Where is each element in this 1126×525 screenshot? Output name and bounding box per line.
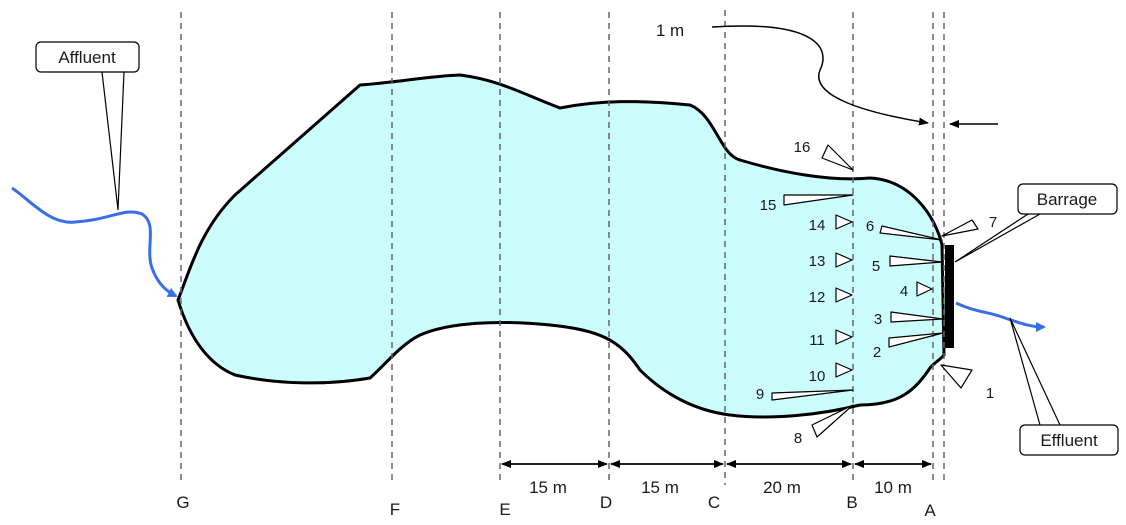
probe-number-14: 14 xyxy=(809,217,826,234)
probe-marker-14 xyxy=(835,214,853,230)
barrage-wall xyxy=(945,245,954,348)
probe-number-13: 13 xyxy=(809,253,826,270)
probe-marker-2 xyxy=(888,332,944,348)
affluent-label: Affluent xyxy=(58,48,116,67)
probe-marker-6 xyxy=(879,225,943,241)
dimension-label-3: 20 m xyxy=(763,478,801,497)
probe-number-1: 1 xyxy=(986,385,994,402)
effluent-label: Effluent xyxy=(1040,431,1098,450)
section-label-g: G xyxy=(176,493,189,512)
barrage-callout: Barrage xyxy=(954,183,1118,263)
section-label-e: E xyxy=(499,500,510,519)
probe-number-12: 12 xyxy=(809,289,826,306)
probe-number-2: 2 xyxy=(873,344,881,361)
probe-marker-9 xyxy=(771,389,854,401)
effluent-stream xyxy=(955,301,1046,332)
probe-marker-15 xyxy=(783,194,854,206)
probe-number-7: 7 xyxy=(989,214,997,231)
affluent-stream xyxy=(11,186,178,298)
effluent-callout: Effluent xyxy=(1009,317,1119,456)
section-label-d: D xyxy=(600,493,612,512)
probe-markers xyxy=(771,144,979,438)
probe-number-3: 3 xyxy=(874,311,882,328)
dimension-label-1: 15 m xyxy=(529,478,567,497)
probe-number-8: 8 xyxy=(794,430,802,447)
probe-number-16: 16 xyxy=(794,139,811,156)
probe-marker-4 xyxy=(916,281,933,297)
pond-water xyxy=(176,73,946,419)
section-label-c: C xyxy=(708,493,720,512)
dimension-label-4: 10 m xyxy=(874,478,912,497)
probe-number-10: 10 xyxy=(809,368,826,385)
affluent-callout: Affluent xyxy=(35,41,140,211)
probe-marker-12 xyxy=(835,287,853,303)
probe-number-15: 15 xyxy=(760,197,777,214)
probe-marker-8 xyxy=(811,404,854,438)
probe-number-4: 4 xyxy=(900,283,908,300)
probe-marker-7 xyxy=(941,219,979,237)
section-label-a: A xyxy=(924,501,936,520)
probe-number-5: 5 xyxy=(872,258,880,275)
probe-number-11: 11 xyxy=(809,332,825,349)
probe-marker-10 xyxy=(835,362,853,378)
probe-marker-1 xyxy=(940,364,973,389)
dimension-label-2: 15 m xyxy=(641,478,679,497)
probe-marker-3 xyxy=(890,311,944,323)
gap-leader-curve xyxy=(711,25,929,126)
probe-number-6: 6 xyxy=(866,218,874,235)
probe-marker-5 xyxy=(889,255,943,267)
probe-marker-13 xyxy=(835,252,853,268)
probe-marker-11 xyxy=(835,329,853,345)
gap-label: 1 m xyxy=(656,21,684,40)
section-label-f: F xyxy=(390,500,400,519)
probe-marker-16 xyxy=(821,144,854,171)
section-label-b: B xyxy=(846,493,857,512)
barrage-label: Barrage xyxy=(1037,190,1097,209)
probe-number-9: 9 xyxy=(756,386,764,403)
